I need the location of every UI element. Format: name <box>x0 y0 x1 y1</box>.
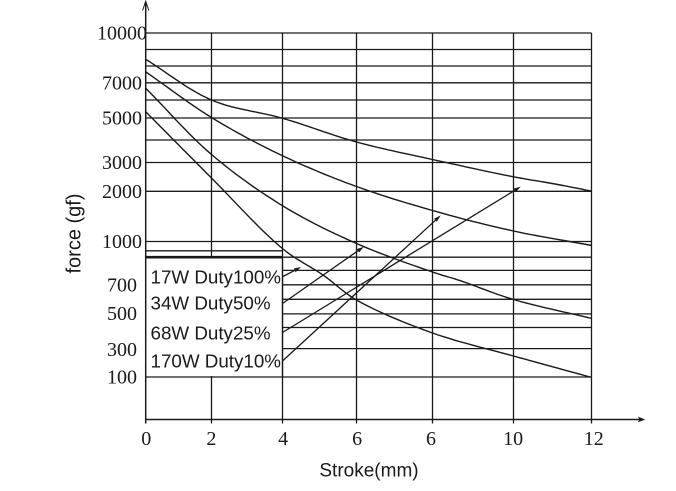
svg-text:4: 4 <box>278 428 288 450</box>
svg-text:6: 6 <box>352 428 362 450</box>
svg-text:2000: 2000 <box>102 181 142 203</box>
svg-text:700: 700 <box>107 274 137 296</box>
svg-text:68W Duty25%: 68W Duty25% <box>151 323 271 344</box>
svg-text:170W Duty10%: 170W Duty10% <box>151 351 282 372</box>
svg-text:10000: 10000 <box>97 23 147 45</box>
svg-text:17W Duty100%: 17W Duty100% <box>151 267 282 288</box>
svg-text:500: 500 <box>107 303 137 325</box>
svg-text:12: 12 <box>584 428 604 450</box>
svg-text:34W Duty50%: 34W Duty50% <box>151 293 271 314</box>
svg-text:10: 10 <box>503 428 523 450</box>
svg-text:2: 2 <box>206 428 216 450</box>
svg-text:300: 300 <box>107 339 137 361</box>
svg-text:6: 6 <box>426 428 436 450</box>
svg-text:7000: 7000 <box>102 72 142 94</box>
svg-text:0: 0 <box>141 428 151 450</box>
svg-text:force (gf): force (gf) <box>64 193 86 273</box>
svg-text:100: 100 <box>107 367 137 389</box>
svg-text:1000: 1000 <box>102 231 142 253</box>
svg-text:Stroke(mm): Stroke(mm) <box>319 461 418 482</box>
svg-text:3000: 3000 <box>102 152 142 174</box>
svg-text:5000: 5000 <box>102 108 142 130</box>
